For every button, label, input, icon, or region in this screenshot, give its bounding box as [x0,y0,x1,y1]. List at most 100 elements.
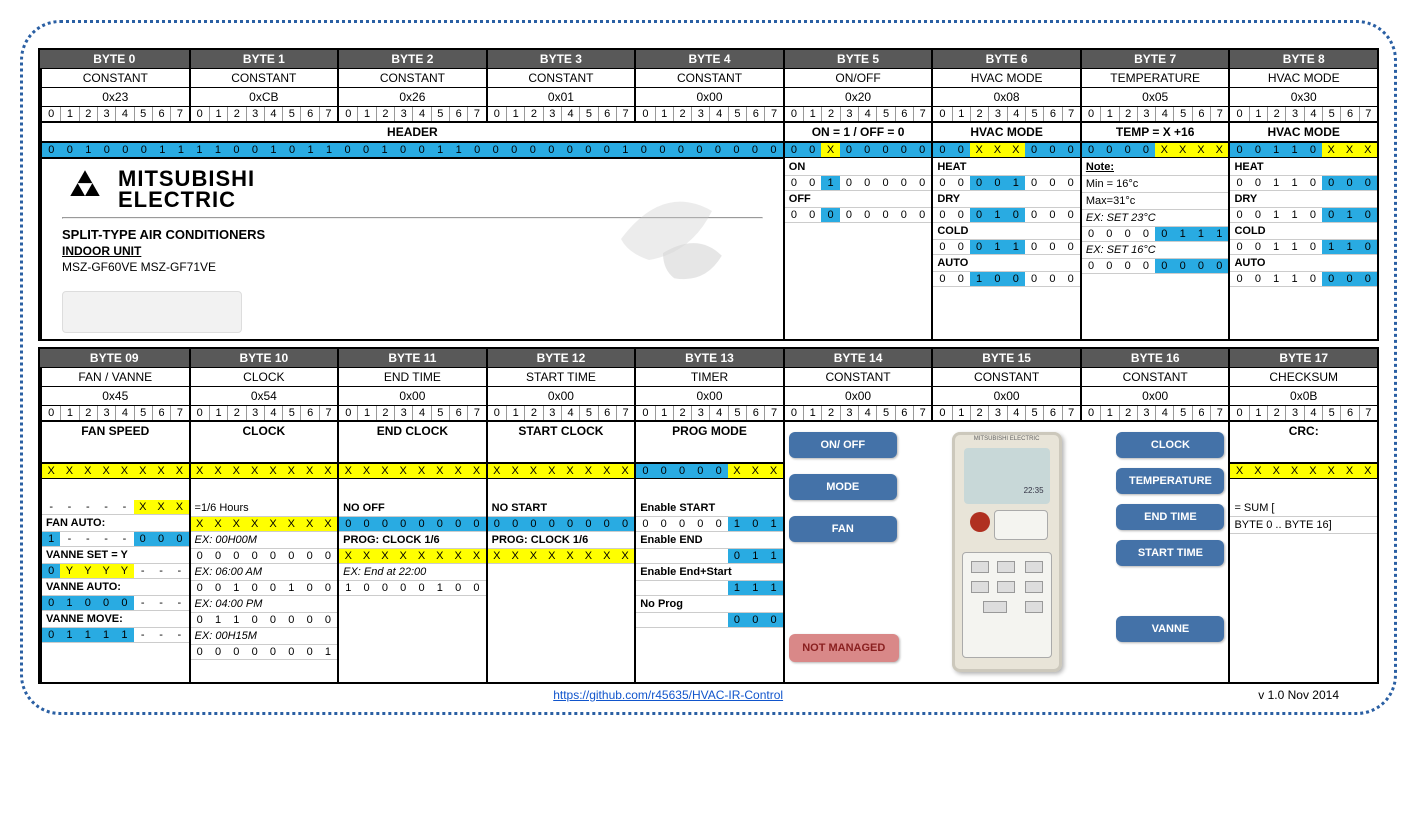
github-link[interactable]: https://github.com/r45635/HVAC-IR-Contro… [553,688,783,702]
bit-value-row: XXXXXXXX [339,549,486,564]
bit-index-row: 01234567 [1082,107,1229,123]
byte-hex: 0x05 [1080,88,1229,107]
byte-hex: 0x00 [337,387,486,406]
bit-value-row: 011 [636,549,783,564]
bit-value-row: 00000000 [785,208,932,223]
mitsubishi-diamonds-icon [62,170,108,210]
bit-value-row: 00110000 [1230,176,1377,191]
byte-sub: START TIME [486,368,635,387]
header-bits: 0010001111001011001001100000000100000000 [40,143,783,159]
bottom-byte-grid: BYTE 09BYTE 10BYTE 11BYTE 12BYTE 13 BYTE … [38,347,1379,684]
bit-value-row: 00100000 [933,272,1080,287]
byte8-detail: HEAT00110000DRY00110010COLD00110110AUTO0… [1228,159,1377,339]
byte-hdr: BYTE 11 [337,349,486,368]
byte5-detail: ON00100000OFF00000000 [783,159,932,339]
bit-index-cell: 01234567 [1080,406,1229,422]
bit-value-row: XXXXXXXX [488,549,635,564]
bit-index-row: 01234567 [191,107,338,123]
byte-sub: CHECKSUM [1228,368,1377,387]
detail-cell: ON00100000OFF00000000 [785,159,932,223]
byte-hex: 0x0B [1228,387,1377,406]
detail-cell: HEAT00001000DRY00010000COLD00011000AUTO0… [933,159,1080,287]
ac-unit-icon [62,291,242,333]
bit-value-row: 00010000 [933,208,1080,223]
byte10-bits: XXXXXXXX [189,464,338,501]
byte6-bits: 00XXX000 [931,143,1080,159]
detail-cell: NO OFF00000000PROG: CLOCK 1/6XXXXXXXXEX:… [339,500,486,596]
byte-hdr: BYTE 10 [189,349,338,368]
bit-index-cell: 01234567 [634,107,783,123]
remote-label-pill: CLOCK [1116,432,1224,458]
byte-hdr: BYTE 16 [1080,349,1229,368]
detail-cell: = SUM [BYTE 0 .. BYTE 16] [1230,500,1377,534]
dotted-frame: BYTE 0BYTE 1BYTE 2BYTE 3BYTE 4BYTE 5BYTE… [20,20,1397,715]
byte-hex: 0x08 [931,88,1080,107]
bit-value-row: 111 [636,581,783,596]
bit-index-row: 01234567 [636,107,783,123]
bit-index-cell: 01234567 [486,406,635,422]
detail-cell: NO START00000000PROG: CLOCK 1/6XXXXXXXX [488,500,635,564]
bit-index-cell: 01234567 [337,107,486,123]
byte-hex: 0x00 [931,387,1080,406]
bit-index-row: 01234567 [1230,107,1377,123]
bit-value-row: 01000--- [42,596,189,611]
bit-value-row: 00001000 [933,176,1080,191]
bit-value-row: 1----000 [42,532,189,547]
byte-sub: FAN / VANNE [40,368,189,387]
bit-index-row: 01234567 [339,107,486,123]
byte-hex: 0x30 [1228,88,1377,107]
top-byte-grid: BYTE 0BYTE 1BYTE 2BYTE 3BYTE 4BYTE 5BYTE… [38,48,1379,341]
header-label: HEADER [40,123,783,143]
byte-label: CLOCK [189,422,338,464]
leaf-icon [573,169,753,309]
bit-index-row: 01234567 [785,406,932,422]
bit-value-row: 00100100 [191,581,338,596]
remote-label-pill: ON/ OFF [789,432,897,458]
bit-value-row: XXXXXXXX [488,464,635,479]
byte-hdr: BYTE 7 [1080,50,1229,69]
bit-value-row: 00000000 [339,517,486,532]
bit-value-row: XXXXXXXX [339,464,486,479]
remote-label-pill: VANNE [1116,616,1224,642]
byte-hdr: BYTE 09 [40,349,189,368]
byte-hex: 0x23 [40,88,189,107]
bit-value-row: 01111--- [42,628,189,643]
mitsubishi-panel: MITSUBISHIELECTRICSPLIT-TYPE AIR CONDITI… [40,159,783,339]
bit-value-row: 00011000 [933,240,1080,255]
byte-sub: END TIME [337,368,486,387]
byte-sub: ON/OFF [783,69,932,88]
byte-label: END CLOCK [337,422,486,464]
byte-sub: CONSTANT [337,69,486,88]
bit-value-row: 00110110 [1230,240,1377,255]
byte-sub: CONSTANT [1080,368,1229,387]
bit-value-row: XXXXXXXX [191,464,338,479]
byte-sub: CONSTANT [189,69,338,88]
byte-hex: 0x54 [189,387,338,406]
bit-index-cell: 01234567 [40,406,189,422]
remote-diagram: ON/ OFFMODEFANNOT MANAGEDCLOCKTEMPERATUR… [783,422,1229,682]
power-button-icon [970,512,990,532]
byte17-detail: = SUM [BYTE 0 .. BYTE 16] [1228,500,1377,682]
byte-sub: TIMER [634,368,783,387]
byte-hdr: BYTE 17 [1228,349,1377,368]
byte-label: HVAC MODE [931,123,1080,143]
bit-index-cell: 01234567 [931,107,1080,123]
bit-index-row: 01234567 [933,406,1080,422]
byte7-detail: Note:Min = 16°cMax=31°cEX: SET 23°C00000… [1080,159,1229,339]
byte-hdr: BYTE 12 [486,349,635,368]
byte-sub: CONSTANT [634,69,783,88]
byte10-detail: =1/6 HoursXXXXXXXXEX: 00H00M00000000EX: … [189,500,338,682]
bit-index-cell: 01234567 [1080,107,1229,123]
bit-index-cell: 01234567 [1228,406,1377,422]
byte-hdr: BYTE 13 [634,349,783,368]
byte-hdr: BYTE 1 [189,50,338,69]
byte-label: ON = 1 / OFF = 0 [783,123,932,143]
bit-index-cell: 01234567 [40,107,189,123]
footer-row: https://github.com/r45635/HVAC-IR-Contro… [38,684,1379,702]
bit-value-row: 00000000 [1082,259,1229,274]
bit-value-row: 00000001 [191,645,338,660]
byte-sub: CONSTANT [783,368,932,387]
detail-cell: Enable START00000101Enable END011Enable … [636,500,783,628]
byte-label: TEMP = X +16 [1080,123,1229,143]
remote-label-pill: END TIME [1116,504,1224,530]
